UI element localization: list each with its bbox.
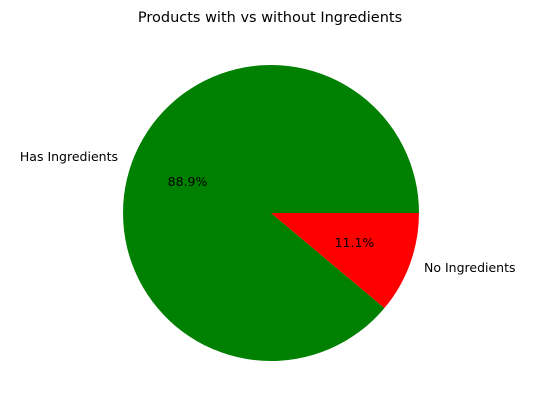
chart-title: Products with vs without Ingredients — [138, 10, 402, 26]
slice-percent-label: 88.9% — [168, 174, 208, 189]
pie-labels: Has Ingredients 88.9% No Ingredients 11.1% — [20, 149, 516, 275]
pie-slices — [123, 65, 419, 362]
pie-slice-no-ingredients — [271, 213, 419, 309]
slice-percent-label: 11.1% — [335, 235, 375, 250]
slice-label: No Ingredients — [424, 260, 516, 275]
slice-label: Has Ingredients — [20, 149, 118, 164]
pie-slice-has-ingredients — [123, 65, 419, 362]
